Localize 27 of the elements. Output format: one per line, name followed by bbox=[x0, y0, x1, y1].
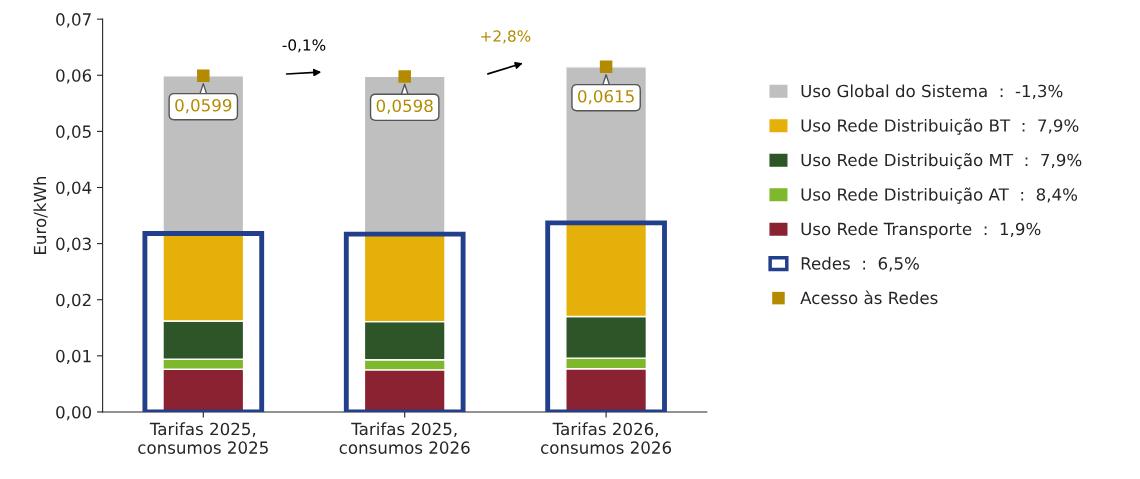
annotation: -0,1% bbox=[282, 39, 326, 53]
x-tick-label: Tarifas 2025, consumos 2025 bbox=[138, 422, 268, 454]
y-tick-label: 0,05 bbox=[56, 125, 91, 140]
y-tick-label: 0,03 bbox=[56, 237, 91, 252]
legend-label: Uso Rede Distribuição BT : 7,9% bbox=[801, 118, 1079, 135]
y-tick-label: 0,00 bbox=[56, 405, 92, 421]
legend-label: Uso Rede Distribuição AT : 8,4% bbox=[801, 187, 1078, 204]
y-tick-label: 0,02 bbox=[56, 293, 91, 308]
point bbox=[197, 69, 210, 83]
legend-label: Acesso às Redes bbox=[800, 290, 938, 305]
legend-label: Uso Rede Distribuição MT : 7,9% bbox=[801, 153, 1082, 170]
point bbox=[599, 60, 613, 74]
point bbox=[398, 70, 411, 83]
y-tick-label: 0,06 bbox=[56, 69, 92, 84]
legend-label: Redes : 6,5% bbox=[801, 256, 919, 272]
y-tick-label: 0,07 bbox=[56, 13, 91, 28]
y-axis-title: Euro/kWh bbox=[33, 176, 48, 254]
legend-label: Uso Global do Sistema : -1,3% bbox=[801, 84, 1063, 100]
data-label: 0,0599 bbox=[175, 98, 232, 114]
annotation: +2,8% bbox=[481, 30, 531, 44]
x-tick-label: Tarifas 2025, consumos 2026 bbox=[339, 422, 470, 454]
y-tick-label: 0,01 bbox=[56, 349, 91, 365]
data-label: 0,0598 bbox=[376, 99, 433, 114]
legend-label: Uso Rede Transporte : 1,9% bbox=[801, 222, 1041, 239]
y-tick-label: 0,04 bbox=[56, 181, 92, 196]
data-label: 0,0615 bbox=[578, 89, 634, 105]
x-tick-label: Tarifas 2026, consumos 2026 bbox=[541, 422, 672, 454]
